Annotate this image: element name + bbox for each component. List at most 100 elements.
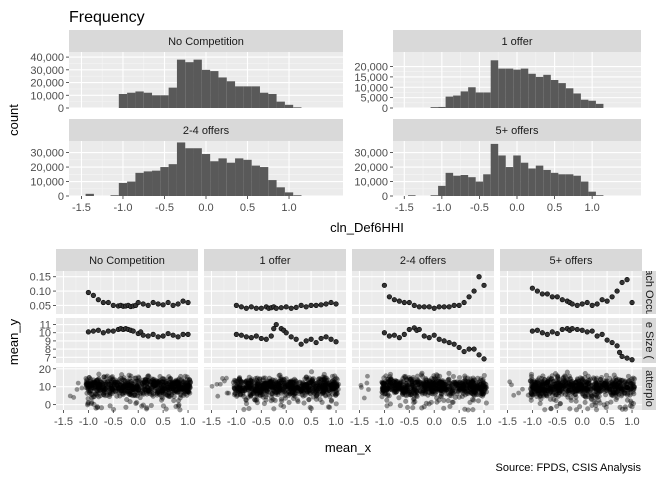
scatter-point <box>116 379 123 385</box>
scatter-point <box>366 387 371 392</box>
scatter-point <box>119 376 125 383</box>
scatter-point <box>187 383 193 390</box>
scatter-point <box>85 385 91 392</box>
scatter-point <box>131 392 138 398</box>
scatter-point <box>168 382 174 388</box>
scatter-point <box>95 381 101 387</box>
scatter-point <box>125 385 131 391</box>
scatter-point <box>128 387 135 394</box>
y-tick-label: 20,000 <box>354 62 388 74</box>
scatter-point <box>168 376 174 382</box>
histogram-bar <box>152 95 161 108</box>
scatter-point <box>185 381 191 387</box>
scatter-point <box>185 331 191 337</box>
scatter-point <box>142 388 149 394</box>
scatter-point <box>164 386 171 393</box>
scatter-point <box>328 398 335 404</box>
histogram-bar <box>490 60 499 108</box>
scatter-point <box>153 377 159 384</box>
x-tick-label: 0.0 <box>279 416 294 428</box>
scatter-point <box>559 326 565 333</box>
histogram-bar <box>118 94 128 108</box>
scatter-point <box>97 381 103 387</box>
y-tick-label: 0.05 <box>30 300 51 312</box>
scatter-point <box>125 381 131 387</box>
scatter-point <box>273 321 279 328</box>
scatter-point <box>84 390 90 396</box>
scatter-point <box>134 383 140 389</box>
histogram-bar <box>135 172 144 196</box>
scatter-point <box>109 387 116 393</box>
scatter-point <box>166 381 173 387</box>
scatter-point <box>180 298 186 304</box>
scatter-point <box>171 381 177 387</box>
scatter-point <box>85 382 91 388</box>
scatter-point <box>578 382 584 389</box>
scatter-point <box>79 385 85 391</box>
scatter-point <box>187 381 193 387</box>
scatter-point <box>248 304 254 310</box>
scatter-point <box>145 373 151 380</box>
scatter-point <box>178 384 184 391</box>
scatter-point <box>87 382 93 388</box>
scatter-point <box>88 379 94 386</box>
scatter-point <box>629 299 635 306</box>
scatter-point <box>319 399 325 405</box>
scatter-point <box>147 391 153 397</box>
scatter-point <box>446 377 452 383</box>
scatter-point <box>114 379 120 385</box>
scatter-point <box>173 380 179 386</box>
scatter-point <box>172 383 179 389</box>
scatter-point <box>83 385 89 391</box>
x-tick-label: 0.5 <box>599 416 614 428</box>
x-tick-label: 0.0 <box>509 202 524 214</box>
scatter-point <box>152 388 158 394</box>
scatter-point <box>122 381 129 387</box>
scatter-point <box>171 389 177 396</box>
scatter-point <box>323 301 329 307</box>
x-tick-label: 0.5 <box>240 202 255 214</box>
scatter-point <box>170 386 176 392</box>
scatter-point <box>95 383 101 389</box>
scatter-point <box>446 304 452 310</box>
scatter-panel: -1.5 -1.0 -0.5 0.0 0.5 1.0 <box>498 367 642 428</box>
scatter-point <box>233 331 239 337</box>
histogram-bar <box>284 104 294 108</box>
scatter-point <box>576 388 582 395</box>
scatter-point <box>140 387 146 393</box>
scatter-point <box>132 392 138 399</box>
scatter-point <box>553 397 559 404</box>
scatter-point <box>142 383 148 390</box>
scatter-point <box>151 381 158 387</box>
scatter-point <box>126 388 132 394</box>
facet-strip <box>69 30 343 52</box>
scatter-point <box>556 389 563 395</box>
scatter-point <box>148 387 154 393</box>
scatter-point <box>136 387 142 393</box>
scatter-point <box>169 380 175 386</box>
scatter-point <box>176 381 182 387</box>
scatter-point <box>86 387 92 394</box>
scatter-point <box>88 381 94 387</box>
scatter-point <box>97 382 103 388</box>
scatter-point <box>175 377 181 383</box>
scatter-point <box>187 384 193 390</box>
scatter-point <box>302 376 308 382</box>
scatter-point <box>414 373 421 379</box>
scatter-point <box>120 391 126 398</box>
scatter-point <box>165 299 171 306</box>
scatter-point <box>131 386 137 392</box>
scatter-point <box>180 382 186 388</box>
scatter-point <box>176 385 182 392</box>
y-tick-label: 10,000 <box>30 177 64 189</box>
histogram-bar <box>550 80 559 108</box>
y-tick-label: 40,000 <box>30 52 64 64</box>
scatter-point <box>166 390 172 396</box>
scatter-point <box>483 400 489 406</box>
y-tick-label: 20,000 <box>30 78 64 90</box>
scatter-point <box>100 330 106 336</box>
scatter-point <box>94 404 101 410</box>
scatter-point <box>589 328 595 334</box>
scatter-point <box>148 386 154 392</box>
scatter-point <box>110 376 116 382</box>
